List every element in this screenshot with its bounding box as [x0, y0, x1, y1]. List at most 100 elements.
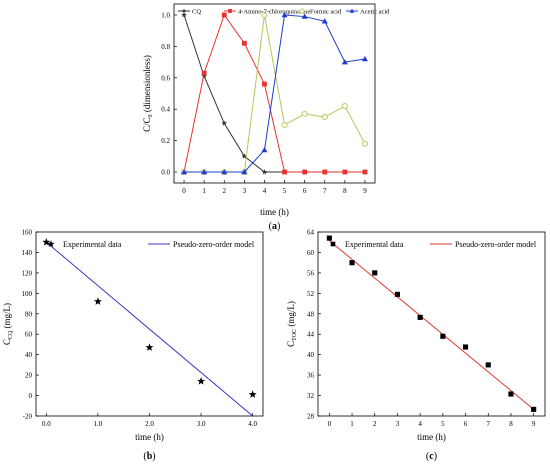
series-experimental-data: [42, 238, 257, 398]
y-tick-label: 60: [25, 331, 33, 339]
data-point: [372, 270, 378, 276]
y-tick-label: 40: [307, 351, 315, 359]
chart-panel-a: 0 1 2 3 4 5 6 7 8 9 0.0 0.2 0.4 0.6 0.8 1.0 time (h) C/C0…: [142, 3, 390, 232]
data-point: [241, 153, 248, 159]
legend-label: Pseudo-zero-order model: [455, 240, 537, 249]
x-tick-label: 1.0: [94, 420, 103, 428]
legend-label: 4-Amino-7-chloroquinoline: [238, 8, 310, 15]
x-tick-label: 0: [182, 187, 186, 195]
data-point: [145, 343, 154, 351]
panel-label: (b): [143, 451, 155, 462]
data-point: [326, 235, 332, 241]
legend-entry: Formic acid: [296, 8, 342, 15]
legend-entry: Pseudo-zero-order model: [148, 240, 255, 249]
data-point: [301, 110, 308, 117]
x-tick-label: 5: [283, 187, 287, 195]
y-tick-label: 52: [307, 290, 315, 298]
series-cq: [181, 11, 288, 175]
series-formic-acid: [181, 11, 368, 176]
data-point: [93, 297, 102, 305]
data-point: [42, 238, 51, 246]
y-tick-label: 0.2: [161, 137, 170, 145]
x-tick-label: 4.0: [248, 420, 257, 428]
data-point: [282, 169, 287, 175]
data-point: [201, 169, 208, 175]
panel-label: (c): [426, 451, 437, 462]
data-point: [341, 59, 348, 65]
data-point: [221, 12, 227, 18]
x-tick-label: 1: [202, 187, 206, 195]
y-axis-label: CTOC (mg/L): [286, 301, 298, 347]
plot-frame: [317, 231, 546, 417]
legend-marker: [228, 9, 232, 13]
y-tick-label: 140: [22, 249, 33, 257]
data-point: [341, 103, 348, 110]
legend-label: Pseudo-zero-order model: [173, 240, 255, 249]
x-tick-label: 2.0: [145, 420, 154, 428]
data-point: [201, 73, 207, 79]
legend-marker: [47, 240, 55, 248]
x-tick-label: 3.0: [197, 420, 206, 428]
y-tick-label: 40: [25, 351, 33, 359]
x-tick-label: 1: [350, 420, 354, 428]
legend-entry: Experimental data: [330, 240, 404, 249]
data-point: [361, 140, 368, 147]
y-tick-label: 1.0: [161, 11, 170, 19]
data-point: [302, 169, 308, 175]
panel-label: (a): [269, 221, 281, 232]
y-tick-label: 48: [307, 310, 315, 318]
data-point: [394, 291, 401, 297]
data-point: [281, 121, 288, 128]
data-point: [462, 344, 469, 350]
plot-frame: [35, 231, 264, 417]
fit-line: [45, 241, 254, 417]
y-tick-label: 64: [307, 229, 315, 237]
y-tick-label: 36: [307, 372, 315, 380]
y-axis-label: CCQ (mg/L): [2, 303, 14, 345]
y-tick-label: 28: [307, 413, 315, 421]
x-tick-label: 0: [328, 420, 332, 428]
x-tick-label: 6: [303, 187, 307, 195]
x-tick-label: 9: [532, 420, 536, 428]
data-point: [361, 55, 368, 62]
y-tick-label: 0.0: [161, 169, 170, 177]
data-point: [342, 169, 348, 175]
y-tick-label: 100: [22, 290, 33, 298]
x-tick-label: 3: [243, 187, 247, 195]
x-tick-label: 4: [418, 420, 422, 428]
data-point: [508, 391, 514, 397]
y-tick-label: 80: [25, 310, 33, 318]
data-point: [531, 406, 537, 412]
legend-label: Experimental data: [345, 240, 404, 249]
data-point: [281, 11, 288, 18]
data-point: [197, 377, 206, 385]
series-line: [183, 14, 285, 173]
data-point: [440, 333, 446, 339]
data-point: [221, 120, 228, 126]
x-tick-label: 6: [464, 420, 468, 428]
data-point: [201, 70, 207, 76]
chart-panel-b: 0.0 1.0 2.0 3.0 4.0 -20 0 20 40 60 80 100 120 140 160 t…: [2, 229, 264, 462]
data-point: [261, 147, 268, 153]
data-point: [362, 169, 368, 175]
y-tick-label: 0.6: [161, 74, 170, 82]
x-tick-label: 5: [441, 420, 445, 428]
data-point: [301, 13, 308, 19]
fit-line: [329, 240, 534, 410]
legend-label: Formic acid: [310, 8, 342, 15]
x-tick-label: 4: [263, 187, 267, 195]
y-tick-label: 32: [307, 392, 315, 400]
y-tick-label: -20: [23, 413, 33, 421]
y-tick-label: 120: [22, 269, 33, 277]
x-tick-label: 2: [373, 420, 377, 428]
y-tick-label: 44: [307, 331, 315, 339]
legend-entry: Pseudo-zero-order model: [430, 240, 537, 249]
series-4-amino-7-chloroquinoline: [181, 12, 368, 175]
data-point: [321, 114, 328, 121]
legend-entry: CQ: [178, 8, 201, 15]
data-point: [261, 169, 268, 175]
y-tick-label: 0: [29, 392, 33, 400]
series-line: [183, 13, 365, 173]
data-point: [221, 169, 228, 175]
